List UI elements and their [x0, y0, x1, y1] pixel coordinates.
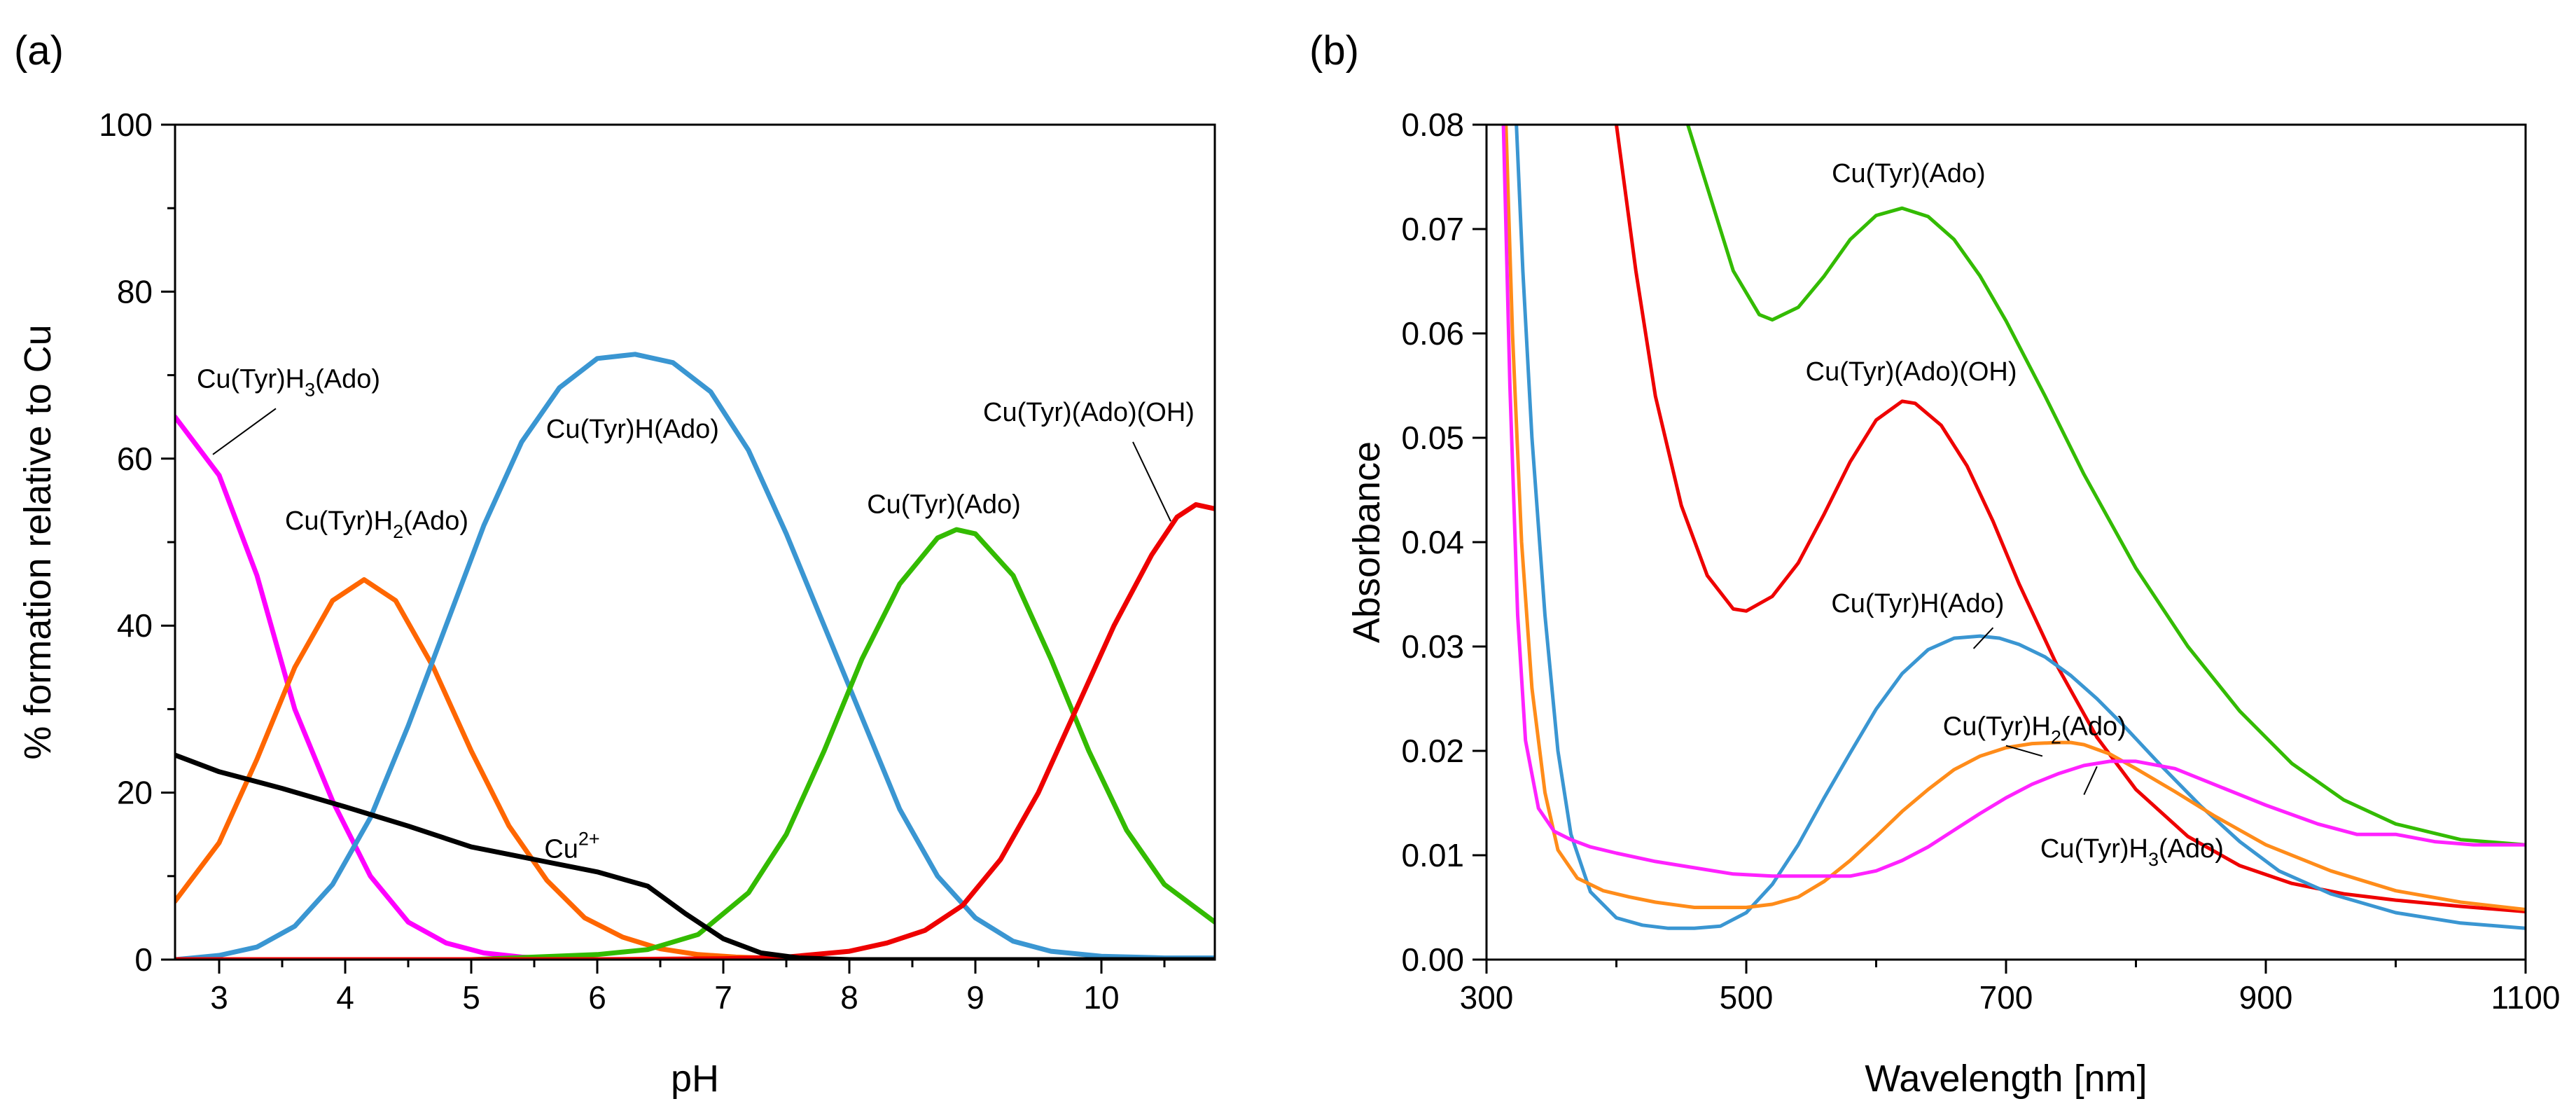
y-tick-label-b: 0.08 — [1401, 106, 1464, 143]
series-line-cu-tyr-h3-ado — [1501, 125, 2526, 878]
curve-label-cu-tyr-ado-oh: Cu(Tyr)(Ado)(OH) — [1806, 357, 2017, 387]
curve-label-cu-tyr-ado: Cu(Tyr)(Ado) — [1832, 159, 1986, 188]
series-line-cu-tyr-ado — [175, 527, 1215, 960]
series-line-cu-tyr-h-ado — [1515, 125, 2526, 930]
y-tick-label-a: 0 — [134, 941, 153, 978]
leader-line-cu-tyr-h2-ado — [2005, 745, 2043, 757]
x-tick-label-a: 9 — [966, 979, 984, 1016]
x-tick-label-a: 7 — [714, 979, 732, 1016]
panel-letter-b: (b) — [1309, 28, 1359, 74]
y-tick-label-b: 0.03 — [1401, 628, 1464, 665]
curve-label-cu-tyr-h-ado: Cu(Tyr)H(Ado) — [546, 415, 719, 444]
leader-line-cu-tyr-h3-ado — [2083, 766, 2098, 795]
curve-label-cu2: Cu2+ — [544, 829, 599, 864]
series-line-cu-tyr-ado-oh — [175, 502, 1215, 960]
y-tick-label-b: 0.01 — [1401, 837, 1464, 873]
panel-b: (b) 300 500 700 900 1100 0.00 0.01 0.02 0.03 0.04 0… — [1309, 28, 2560, 1100]
y-tick-label-a: 80 — [117, 273, 153, 310]
y-axis-title-b: Absorbance — [1346, 441, 1388, 643]
x-axis-title-b: Wavelength [nm] — [1865, 1058, 2147, 1100]
x-tick-label-a: 5 — [462, 979, 480, 1016]
curve-label-cu-tyr-h3-ado: Cu(Tyr)H3(Ado) — [2040, 834, 2224, 870]
curve-label-cu-tyr-h2-ado: Cu(Tyr)H2(Ado) — [285, 506, 468, 542]
curve-label-cu-tyr-h-ado: Cu(Tyr)H(Ado) — [1831, 589, 2004, 618]
x-tick-label-b: 900 — [2239, 979, 2293, 1016]
x-tick-label-b: 300 — [1460, 979, 1514, 1016]
y-tick-label-b: 0.06 — [1401, 315, 1464, 352]
y-tick-label-b: 0.04 — [1401, 524, 1464, 560]
y-tick-label-b: 0.07 — [1401, 211, 1464, 247]
x-tick-label-b: 500 — [1720, 979, 1774, 1016]
x-tick-label-a: 4 — [336, 979, 354, 1016]
series-line-cu-tyr-ado-oh — [1615, 125, 2526, 913]
x-tick-label-b: 1100 — [2491, 979, 2561, 1016]
y-tick-label-a: 60 — [117, 441, 153, 477]
y-tick-label-a: 40 — [117, 607, 153, 644]
series-line-cu-tyr-h3-ado — [175, 414, 1215, 960]
curve-label-cu-tyr-ado: Cu(Tyr)(Ado) — [867, 490, 1021, 519]
y-tick-label-a: 100 — [99, 106, 153, 143]
y-tick-label-b: 0.05 — [1401, 420, 1464, 456]
leader-line-cu-tyr-ado-oh — [1132, 441, 1171, 522]
y-tick-label-a: 20 — [117, 775, 153, 811]
series-line-cu-tyr-h2-ado — [175, 577, 1215, 960]
series-group-b — [1501, 125, 2526, 930]
y-tick-label-b: 0.02 — [1401, 733, 1464, 769]
plot-frame-a — [174, 123, 1216, 961]
x-tick-label-a: 6 — [588, 979, 606, 1016]
x-tick-label-a: 3 — [210, 979, 228, 1016]
leader-line-cu-tyr-h-ado — [1972, 627, 1994, 649]
curve-label-cu-tyr-h3-ado: Cu(Tyr)H3(Ado) — [197, 364, 380, 400]
x-tick-label-a: 8 — [840, 979, 858, 1016]
series-line-cu-tyr-h2-ado — [1504, 125, 2526, 911]
x-axis-title-a: pH — [671, 1058, 719, 1100]
leader-line-cu-tyr-h3-ado — [212, 408, 277, 455]
series-line-cu-tyr-h-ado — [175, 352, 1215, 960]
y-tick-label-b: 0.00 — [1401, 941, 1464, 978]
curve-label-cu-tyr-h2-ado: Cu(Tyr)H2(Ado) — [1943, 712, 2126, 748]
series-group-a — [175, 352, 1215, 960]
curve-label-cu-tyr-ado-oh: Cu(Tyr)(Ado)(OH) — [983, 398, 1195, 427]
panel-letter-a: (a) — [14, 28, 64, 74]
series-line-cu-tyr-ado — [1686, 125, 2526, 847]
y-axis-title-a: % formation relative to Cu — [17, 324, 59, 759]
x-tick-label-b: 700 — [1979, 979, 2033, 1016]
series-line-cu2 — [175, 752, 1215, 960]
x-tick-label-a: 10 — [1083, 979, 1119, 1016]
